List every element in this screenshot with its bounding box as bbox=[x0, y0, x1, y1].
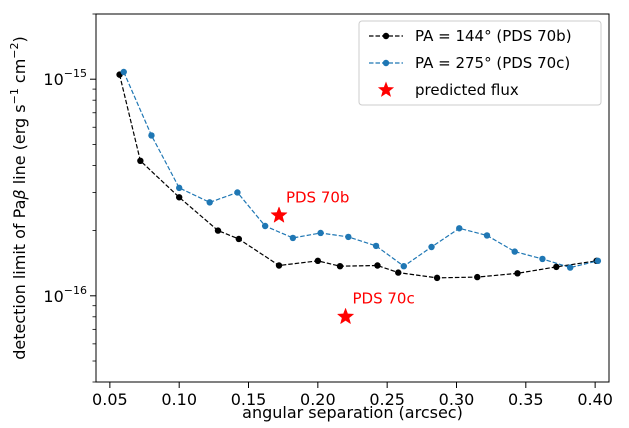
series-3 bbox=[270, 206, 355, 325]
data-point bbox=[395, 269, 402, 276]
x-tick-label: 0.35 bbox=[508, 390, 544, 409]
data-point bbox=[483, 232, 491, 239]
data-point bbox=[474, 273, 481, 281]
y-tick-label: 10−16 bbox=[43, 284, 87, 306]
y-tick-label-exponent: −15 bbox=[64, 67, 87, 80]
data-point bbox=[148, 132, 155, 139]
data-point bbox=[428, 243, 435, 251]
data-point bbox=[539, 255, 546, 263]
data-point bbox=[261, 222, 269, 230]
y-axis-label-part: β bbox=[10, 189, 29, 200]
data-point bbox=[235, 235, 243, 243]
y-axis-label-part: −1 bbox=[8, 88, 21, 104]
y-axis-label-part: −2 bbox=[8, 42, 21, 58]
x-tick-label: 0.40 bbox=[577, 390, 613, 409]
data-point bbox=[374, 262, 381, 269]
data-point bbox=[553, 263, 560, 271]
series-line bbox=[123, 71, 599, 269]
data-point bbox=[206, 199, 213, 206]
y-axis-label-part: detection limit of Pa bbox=[10, 200, 29, 360]
series-1 bbox=[116, 71, 600, 282]
x-tick-label: 0.05 bbox=[92, 390, 128, 409]
data-point bbox=[175, 194, 183, 201]
data-point bbox=[511, 248, 518, 255]
data-point bbox=[345, 233, 352, 241]
x-axis-label: angular separation (arcsec) bbox=[242, 403, 463, 422]
data-point bbox=[400, 262, 407, 270]
y-axis-label-part: ) bbox=[10, 36, 29, 42]
data-point bbox=[137, 157, 144, 165]
data-point bbox=[336, 262, 344, 270]
data-point bbox=[317, 229, 324, 237]
y-axis-label-part: line (erg s bbox=[10, 104, 29, 189]
y-tick-label-base: 10 bbox=[43, 70, 63, 89]
y-axis-label-part: cm bbox=[10, 59, 29, 88]
series-2 bbox=[120, 68, 602, 271]
legend-marker bbox=[382, 32, 390, 40]
legend-marker bbox=[382, 59, 390, 67]
legend: PA = 144° (PDS 70b) PA = 275° (PDS 70c) pr… bbox=[358, 20, 602, 106]
legend-entry: PA = 144° (PDS 70b) bbox=[369, 27, 572, 45]
x-tick-label: 0.10 bbox=[161, 390, 197, 409]
legend-label: PA = 144° (PDS 70b) bbox=[415, 27, 572, 45]
data-point bbox=[566, 264, 574, 271]
x-tick-label: 0.15 bbox=[231, 390, 267, 409]
plot-area bbox=[95, 13, 610, 383]
data-point bbox=[175, 184, 183, 192]
data-point bbox=[372, 242, 380, 250]
x-tick-label: 0.20 bbox=[300, 390, 336, 409]
legend-marker-star bbox=[377, 81, 395, 97]
data-point-star bbox=[270, 206, 288, 223]
y-tick-label: 10−15 bbox=[43, 67, 87, 89]
legend-box bbox=[358, 20, 602, 106]
legend-label: PA = 275° (PDS 70c) bbox=[415, 54, 570, 72]
x-axis: 0.05 0.10 0.15 0.20 0.25 0.30 0.35 0.40 bbox=[92, 382, 613, 409]
legend-entry: PA = 275° (PDS 70c) bbox=[369, 54, 570, 72]
data-point bbox=[214, 227, 222, 234]
data-point-star bbox=[336, 307, 355, 325]
data-point bbox=[514, 270, 521, 277]
y-tick-label-exponent: −16 bbox=[64, 284, 87, 297]
legend-label: predicted flux bbox=[415, 81, 519, 99]
x-tick-label: 0.30 bbox=[439, 390, 475, 409]
y-axis-label: detection limit of Paβ line (erg s−1 cm−… bbox=[8, 36, 29, 360]
data-point bbox=[433, 274, 441, 282]
legend-entry: predicted flux bbox=[377, 81, 519, 99]
annotation-label: PDS 70c bbox=[353, 290, 415, 308]
y-tick-label-base: 10 bbox=[43, 287, 63, 306]
data-point bbox=[594, 257, 602, 265]
annotation-label: PDS 70b bbox=[286, 188, 350, 206]
data-point bbox=[120, 68, 127, 76]
data-point bbox=[234, 189, 241, 196]
data-point bbox=[289, 234, 297, 242]
data-point bbox=[275, 262, 283, 269]
plot-frame bbox=[95, 13, 610, 383]
x-tick-label: 0.25 bbox=[369, 390, 405, 409]
data-point bbox=[456, 225, 463, 232]
annotations: PDS 70b PDS 70c bbox=[286, 188, 415, 307]
data-point bbox=[314, 257, 322, 265]
